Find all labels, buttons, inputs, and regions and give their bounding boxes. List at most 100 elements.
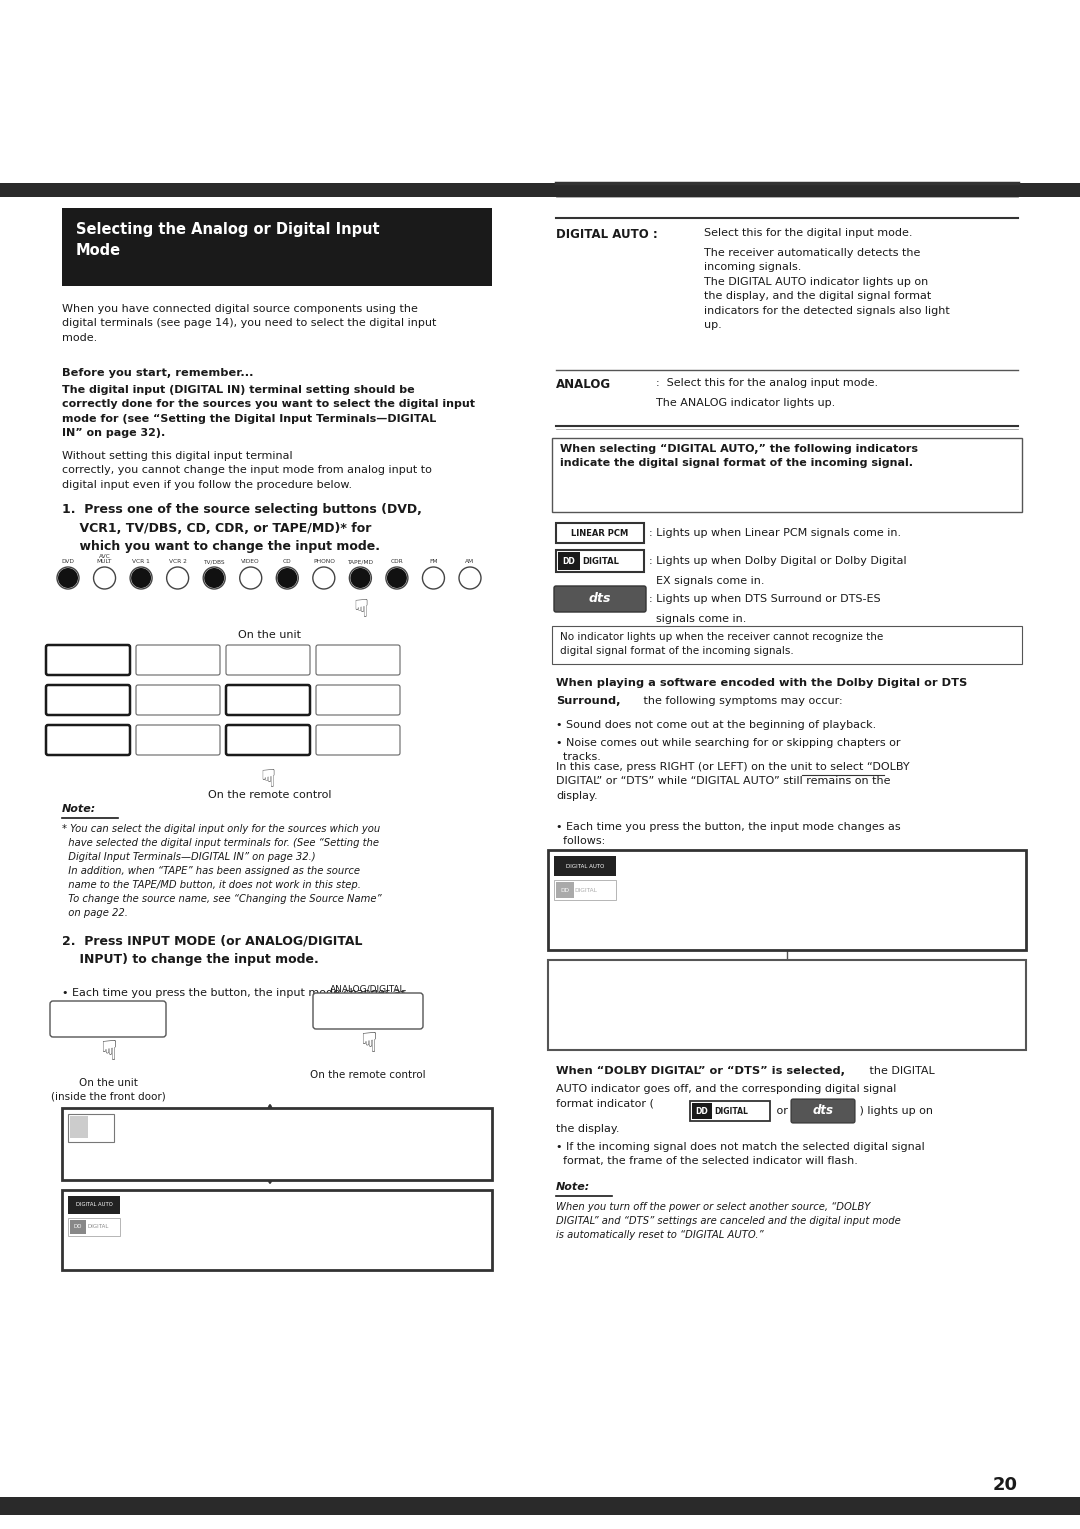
Text: ) lights up on: ) lights up on — [856, 1105, 933, 1116]
Bar — [552, 437, 1022, 512]
Text: INPUT: INPUT — [353, 1008, 382, 1017]
Circle shape — [204, 567, 225, 589]
Text: INPUT MODE: INPUT MODE — [80, 1015, 136, 1024]
FancyBboxPatch shape — [50, 1001, 166, 1037]
Text: AUTO indicator goes off, and the corresponding digital signal
format indicator (: AUTO indicator goes off, and the corresp… — [556, 1084, 896, 1109]
Text: Selecting the Analog or Digital Input
Mode: Selecting the Analog or Digital Input Mo… — [76, 222, 380, 258]
Text: : Lights up when Dolby Digital or Dolby Digital: : Lights up when Dolby Digital or Dolby … — [649, 557, 906, 566]
Text: When selecting “DIGITAL AUTO,” the following indicators
indicate the digital sig: When selecting “DIGITAL AUTO,” the follo… — [561, 443, 918, 468]
Text: VCR 2: VCR 2 — [168, 560, 187, 564]
Bar — [556, 523, 644, 543]
Text: TV/DBS: TV/DBS — [203, 560, 225, 564]
Text: FM: FM — [429, 560, 437, 564]
FancyBboxPatch shape — [791, 1099, 855, 1122]
Text: DVD: DVD — [62, 560, 75, 564]
Text: SPEAKERS: SPEAKERS — [450, 1196, 486, 1202]
Text: AVC
MULT: AVC MULT — [97, 553, 112, 564]
Bar — [62, 1190, 492, 1271]
Text: : Lights up when DTS Surround or DTS-ES: : Lights up when DTS Surround or DTS-ES — [649, 593, 880, 604]
FancyBboxPatch shape — [136, 725, 220, 755]
Text: • If the incoming signal does not match the selected digital signal
  format, th: • If the incoming signal does not match … — [556, 1142, 924, 1167]
Text: On the remote control: On the remote control — [310, 1070, 426, 1079]
Text: the following symptoms may occur:: the following symptoms may occur: — [640, 696, 842, 706]
Text: LINEAR PCM: LINEAR PCM — [571, 529, 629, 538]
Bar — [68, 1219, 120, 1235]
Circle shape — [350, 567, 370, 589]
Text: :  Select this for the analog input mode.: : Select this for the analog input mode. — [656, 378, 878, 388]
Text: TAPE/MD: TAPE/MD — [348, 560, 374, 564]
FancyBboxPatch shape — [316, 725, 400, 755]
Text: CDR: CDR — [391, 560, 403, 564]
Text: 20: 20 — [993, 1475, 1018, 1494]
Text: DVD
MULT: DVD MULT — [168, 651, 188, 670]
Text: DIGITAL: DIGITAL — [714, 1107, 747, 1116]
Text: When “DOLBY DIGITAL” or “DTS” is selected,: When “DOLBY DIGITAL” or “DTS” is selecte… — [556, 1066, 845, 1076]
FancyBboxPatch shape — [136, 645, 220, 674]
Text: ANALOG/DIGITAL: ANALOG/DIGITAL — [330, 985, 406, 994]
Text: VIDEO: VIDEO — [166, 735, 190, 745]
Text: No indicator lights up when the receiver cannot recognize the
digital signal for: No indicator lights up when the receiver… — [561, 631, 883, 656]
Text: dB: dB — [442, 1151, 454, 1161]
Text: Note:: Note: — [556, 1182, 591, 1193]
Bar — [70, 1220, 86, 1234]
Text: -35.0: -35.0 — [322, 1144, 376, 1162]
Bar — [70, 1116, 87, 1138]
Text: When you have connected digital source components using the
digital terminals (s: When you have connected digital source c… — [62, 304, 436, 342]
Text: DD: DD — [73, 1225, 82, 1229]
Text: VOLUME: VOLUME — [457, 1206, 486, 1212]
Bar — [554, 856, 616, 876]
Text: DVD: DVD — [129, 1199, 156, 1212]
Text: VCR 1: VCR 1 — [77, 696, 99, 705]
Bar — [556, 550, 644, 572]
Text: DVD: DVD — [122, 1116, 149, 1131]
Text: Before you start, remember...: Before you start, remember... — [62, 368, 254, 378]
Bar — [552, 625, 1022, 664]
Text: CD: CD — [283, 560, 292, 564]
Text: On the remote control: On the remote control — [208, 790, 332, 800]
FancyBboxPatch shape — [226, 685, 310, 716]
Text: Without setting this digital input terminal
correctly, you cannot change the inp: Without setting this digital input termi… — [62, 451, 432, 489]
Text: dB: dB — [457, 1235, 469, 1245]
Text: PHONO: PHONO — [313, 560, 335, 564]
Text: DIGITAL AUTO: DIGITAL AUTO — [566, 864, 604, 868]
Text: In this case, press RIGHT (or LEFT) on the unit to select “DOLBY
DIGITAL” or “DT: In this case, press RIGHT (or LEFT) on t… — [556, 761, 909, 801]
Text: DIGITAL AUTO: DIGITAL AUTO — [76, 1202, 112, 1208]
FancyBboxPatch shape — [554, 586, 646, 612]
Text: -35.0: -35.0 — [868, 898, 922, 916]
Text: FM: FM — [262, 735, 273, 745]
Text: CDR: CDR — [350, 696, 366, 705]
Text: SPEAKERS: SPEAKERS — [450, 1115, 486, 1121]
Text: Note:: Note: — [62, 804, 96, 813]
Text: DTS: DTS — [816, 979, 843, 991]
Text: VCR 2: VCR 2 — [166, 696, 189, 705]
Text: The ANALOG indicator lights up.: The ANALOG indicator lights up. — [656, 398, 835, 408]
Text: • Each time you press the button, the input mode changes as
  follows:: • Each time you press the button, the in… — [62, 988, 407, 1012]
Text: VIDEO: VIDEO — [242, 560, 260, 564]
Text: DD: DD — [561, 887, 569, 893]
Text: 2.  Press INPUT MODE (or ANALOG/DIGITAL
    INPUT) to change the input mode.: 2. Press INPUT MODE (or ANALOG/DIGITAL I… — [62, 934, 363, 965]
Text: : Lights up when Linear PCM signals come in.: : Lights up when Linear PCM signals come… — [649, 528, 901, 538]
Text: Surround,: Surround, — [556, 696, 621, 706]
FancyBboxPatch shape — [226, 645, 310, 674]
Text: EX signals come in.: EX signals come in. — [649, 576, 765, 586]
Text: dB: dB — [978, 907, 989, 914]
Bar — [68, 1196, 120, 1214]
Text: DOLBY DIGITAL: DOLBY DIGITAL — [603, 979, 703, 991]
Text: ☟: ☟ — [260, 768, 275, 792]
Text: DIGITAL: DIGITAL — [87, 1225, 109, 1229]
FancyBboxPatch shape — [316, 685, 400, 716]
Bar — [548, 960, 1026, 1050]
FancyBboxPatch shape — [316, 645, 400, 674]
Text: DIGITAL AUTO :: DIGITAL AUTO : — [556, 228, 658, 242]
Text: DIGITAL AUTO: DIGITAL AUTO — [621, 1009, 714, 1021]
Text: dts: dts — [589, 593, 611, 605]
Circle shape — [58, 567, 78, 589]
Text: PHONO: PHONO — [254, 656, 282, 665]
Circle shape — [278, 567, 297, 589]
Text: DIGITAL AUTO: DIGITAL AUTO — [627, 898, 758, 916]
FancyBboxPatch shape — [46, 725, 130, 755]
Bar — [558, 552, 580, 570]
Bar — [556, 882, 573, 898]
Text: • Noise comes out while searching for or skipping chapters or
  tracks.: • Noise comes out while searching for or… — [556, 739, 901, 761]
Text: On the unit
(inside the front door): On the unit (inside the front door) — [51, 1078, 165, 1101]
